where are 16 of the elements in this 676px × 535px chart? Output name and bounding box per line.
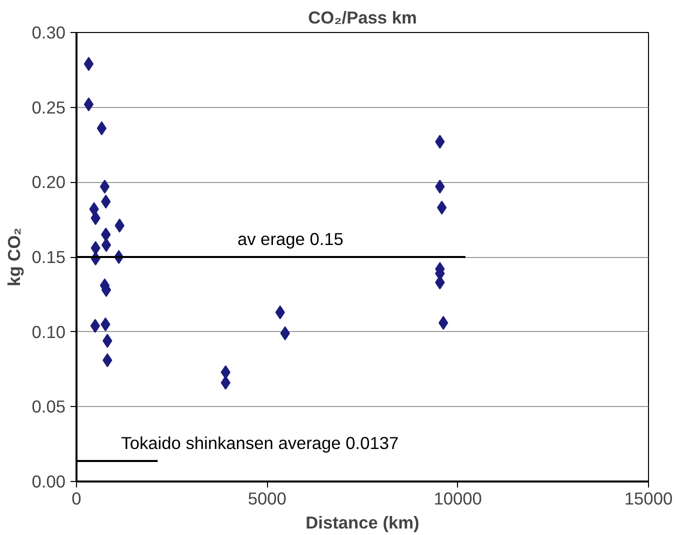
y-tick-label: 0.00 xyxy=(32,472,66,492)
y-tick-label: 0.05 xyxy=(32,396,66,417)
series-label: Tokaido shinkansen average 0.0137 xyxy=(121,432,399,453)
series-label: av erage 0.15 xyxy=(237,229,344,249)
y-axis-title: kg CO₂ xyxy=(4,228,24,286)
x-tick-label: 5000 xyxy=(248,488,286,508)
x-tick-label: 0 xyxy=(72,488,82,508)
x-axis-title: Distance (km) xyxy=(306,512,420,532)
x-tick-label: 10000 xyxy=(434,488,482,508)
y-tick-label: 0.25 xyxy=(32,97,66,118)
chart-title: CO₂/Pass km xyxy=(308,8,417,28)
y-tick-label: 0.30 xyxy=(32,22,66,42)
x-tick-label: 15000 xyxy=(624,488,673,508)
y-tick-label: 0.20 xyxy=(32,172,66,192)
y-tick-label: 0.10 xyxy=(32,322,66,342)
y-tick-label: 0.15 xyxy=(32,247,66,267)
